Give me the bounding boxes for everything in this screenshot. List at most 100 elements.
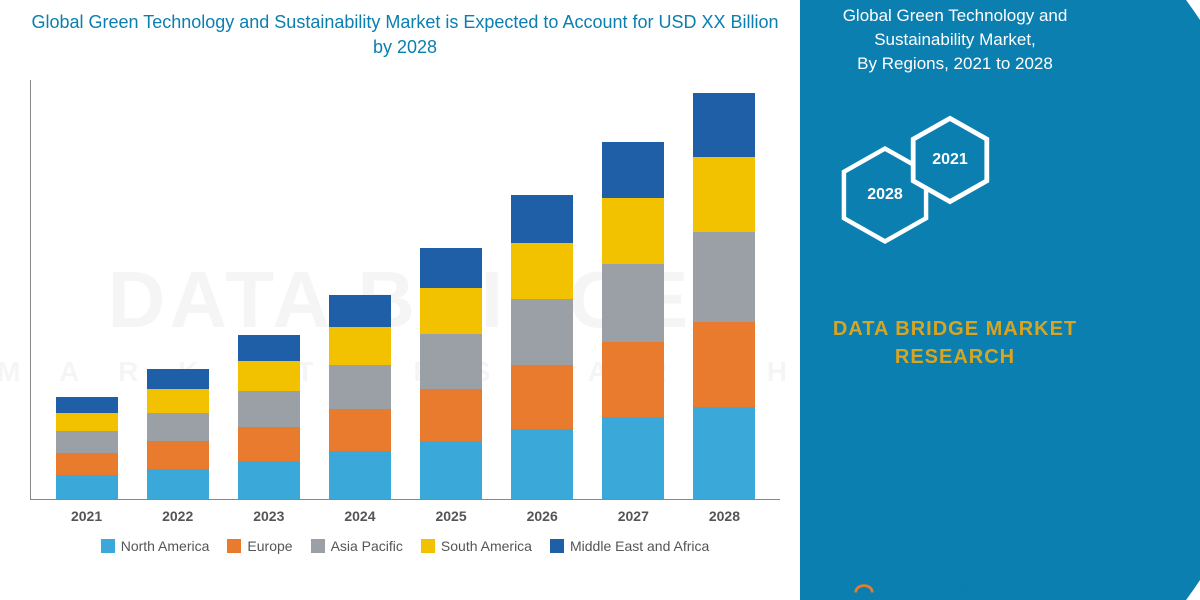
hex-front-label: 2021 xyxy=(932,151,968,169)
bar-segment xyxy=(420,334,482,389)
infographic-container: DATA BRIDGE M A R K E T R E S E A R C H … xyxy=(0,0,1200,600)
bar-segment xyxy=(329,365,391,409)
bar-segment xyxy=(511,429,573,499)
legend-label: South America xyxy=(441,538,532,554)
right-title-line1: Global Green Technology and xyxy=(843,6,1068,25)
bar-group xyxy=(325,295,395,499)
bar-segment xyxy=(147,389,209,413)
x-label: 2022 xyxy=(143,508,213,524)
bar-segment xyxy=(420,389,482,441)
brand-line1: DATA BRIDGE MARKET xyxy=(833,318,1077,340)
right-title-line3: By Regions, 2021 to 2028 xyxy=(857,54,1053,73)
bar-group xyxy=(234,335,304,499)
bar-stack xyxy=(238,335,300,499)
bar-segment xyxy=(147,441,209,469)
legend-label: Europe xyxy=(247,538,292,554)
bar-segment xyxy=(511,299,573,365)
bar-segment xyxy=(602,417,664,499)
bar-segment xyxy=(693,157,755,232)
hexagon-group: 2028 2021 xyxy=(800,115,1200,265)
bar-segment xyxy=(238,391,300,427)
x-label: 2025 xyxy=(416,508,486,524)
legend-item: South America xyxy=(421,538,532,554)
hexagon-2021: 2021 xyxy=(910,115,990,205)
bar-segment xyxy=(511,243,573,299)
bar-segment xyxy=(693,232,755,322)
bar-segment xyxy=(56,475,118,499)
bar-stack xyxy=(56,397,118,499)
bar-stack xyxy=(329,295,391,499)
bar-segment xyxy=(329,451,391,499)
chart-legend: North America Europe Asia Pacific South Ame… xyxy=(30,538,780,554)
legend-item: Europe xyxy=(227,538,292,554)
hex-back-label: 2028 xyxy=(867,186,903,204)
bar-segment xyxy=(511,195,573,243)
chart-title: Global Green Technology and Sustainabili… xyxy=(30,10,780,60)
x-label: 2028 xyxy=(689,508,759,524)
bar-segment xyxy=(420,248,482,288)
chart-panel: DATA BRIDGE M A R K E T R E S E A R C H … xyxy=(0,0,800,600)
chart-area xyxy=(30,80,780,500)
legend-item: Asia Pacific xyxy=(311,538,403,554)
bar-group xyxy=(507,195,577,499)
bar-segment xyxy=(238,335,300,361)
legend-swatch xyxy=(311,539,325,553)
legend-item: North America xyxy=(101,538,210,554)
legend-swatch xyxy=(550,539,564,553)
bar-segment xyxy=(56,431,118,453)
bar-segment xyxy=(602,198,664,264)
bar-stack xyxy=(693,93,755,499)
bridge-icon xyxy=(853,576,875,598)
legend-item: Middle East and Africa xyxy=(550,538,709,554)
x-label: 2024 xyxy=(325,508,395,524)
bar-segment xyxy=(329,409,391,451)
bar-group xyxy=(598,142,668,499)
bar-segment xyxy=(420,441,482,499)
legend-swatch xyxy=(421,539,435,553)
right-panel: Global Green Technology and Sustainabili… xyxy=(800,0,1200,600)
bar-segment xyxy=(602,342,664,417)
bar-segment xyxy=(56,397,118,413)
bar-group xyxy=(416,248,486,499)
bar-stack xyxy=(511,195,573,499)
bar-segment xyxy=(602,264,664,342)
legend-label: North America xyxy=(121,538,210,554)
legend-label: Asia Pacific xyxy=(331,538,403,554)
bar-segment xyxy=(147,369,209,389)
bar-segment xyxy=(511,365,573,429)
bar-stack xyxy=(147,369,209,499)
bar-segment xyxy=(693,93,755,157)
right-panel-title: Global Green Technology and Sustainabili… xyxy=(800,0,1200,75)
bar-segment xyxy=(238,361,300,391)
legend-label: Middle East and Africa xyxy=(570,538,709,554)
bar-segment xyxy=(693,407,755,499)
legend-swatch xyxy=(227,539,241,553)
x-label: 2027 xyxy=(598,508,668,524)
brand-line2: RESEARCH xyxy=(895,346,1015,368)
bar-segment xyxy=(238,427,300,461)
bar-group xyxy=(689,93,759,499)
bar-segment xyxy=(693,322,755,407)
brand-text: DATA BRIDGE MARKET RESEARCH xyxy=(800,315,1200,371)
bar-segment xyxy=(56,413,118,431)
bar-segment xyxy=(329,295,391,327)
bar-segment xyxy=(147,413,209,441)
bar-segment xyxy=(147,469,209,499)
footer-logo: DATA BRIDGE xyxy=(853,576,980,598)
bar-segment xyxy=(420,288,482,334)
bar-segment xyxy=(238,461,300,499)
bar-group xyxy=(143,369,213,499)
x-label: 2026 xyxy=(507,508,577,524)
bar-segment xyxy=(329,327,391,365)
x-label: 2023 xyxy=(234,508,304,524)
bar-group xyxy=(52,397,122,499)
legend-swatch xyxy=(101,539,115,553)
bar-segment xyxy=(602,142,664,198)
bar-stack xyxy=(420,248,482,499)
x-axis-labels: 2021 2022 2023 2024 2025 2026 2027 2028 xyxy=(31,500,780,524)
right-title-line2: Sustainability Market, xyxy=(874,30,1036,49)
x-label: 2021 xyxy=(52,508,122,524)
bar-segment xyxy=(56,453,118,475)
blue-arc xyxy=(800,0,1200,600)
bar-stack xyxy=(602,142,664,499)
